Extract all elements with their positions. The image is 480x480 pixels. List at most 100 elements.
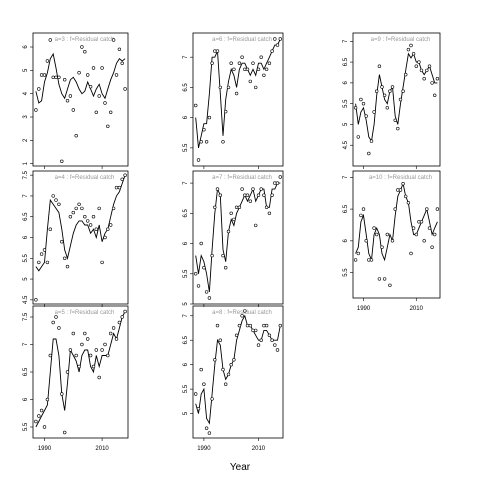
observed-point	[259, 55, 263, 59]
observed-point	[398, 97, 403, 102]
observed-point	[278, 175, 282, 179]
observed-point	[37, 87, 41, 91]
y-tick-label: 5	[343, 122, 349, 126]
panel-4: a=6 : f=Residual catch 5.5 6 6.5 7	[183, 32, 284, 169]
panel-frame	[32, 170, 129, 305]
observed-point	[422, 239, 426, 243]
y-tick-label: 1	[23, 161, 29, 165]
observed-point	[372, 110, 376, 114]
observed-point	[267, 333, 272, 337]
observed-point	[45, 59, 50, 63]
observed-point	[251, 328, 255, 333]
observed-point	[80, 342, 84, 347]
observed-point	[232, 67, 236, 72]
observed-point	[199, 140, 203, 144]
observed-point	[71, 210, 76, 215]
observed-point	[278, 37, 282, 41]
observed-point	[224, 382, 228, 386]
observed-point	[213, 49, 217, 53]
observed-point	[34, 108, 38, 112]
x-tick-label: 1990	[197, 446, 211, 452]
observed-point	[256, 193, 261, 197]
observed-point	[411, 226, 416, 230]
observed-point	[215, 323, 220, 328]
x-axis-label: Year	[230, 462, 251, 473]
observed-point	[254, 328, 258, 333]
y-tick-label: 6	[183, 362, 189, 366]
observed-point	[106, 353, 110, 358]
observed-point	[218, 85, 223, 90]
observed-point	[74, 134, 78, 138]
observed-point	[234, 205, 239, 210]
x-tick-label: 2010	[252, 446, 266, 452]
observed-point	[45, 260, 50, 265]
observed-point	[39, 252, 44, 256]
observed-point	[34, 298, 38, 302]
observed-point	[270, 49, 274, 53]
observed-point	[275, 181, 280, 185]
observed-point	[207, 296, 212, 300]
observed-point	[409, 43, 413, 48]
observed-point	[243, 309, 247, 313]
panel-frame	[32, 305, 129, 439]
observed-point	[275, 348, 280, 352]
observed-point	[375, 89, 379, 93]
panel-title: a=3 : f=Residual catch	[55, 37, 115, 43]
observed-point	[353, 106, 358, 110]
observed-point	[39, 408, 44, 413]
observed-point	[367, 258, 371, 262]
observed-point	[62, 430, 67, 435]
y-tick-label: 5.5	[183, 269, 189, 278]
observed-point	[54, 198, 58, 202]
observed-point	[419, 220, 424, 224]
observed-point	[404, 194, 408, 199]
y-tick-label: 7	[23, 342, 29, 346]
observed-point	[100, 66, 104, 70]
observed-point	[240, 55, 244, 59]
y-tick-label: 5.5	[23, 253, 29, 262]
observed-point	[100, 348, 104, 352]
y-tick-label: 6	[23, 397, 29, 401]
observed-point	[210, 61, 214, 65]
observed-point	[45, 397, 50, 402]
observed-point	[114, 73, 119, 77]
observed-point	[88, 353, 93, 358]
fitted-line	[355, 182, 438, 262]
y-tick-label: 5.5	[23, 422, 29, 431]
observed-point	[123, 87, 127, 91]
observed-point	[77, 70, 81, 75]
observed-point	[278, 323, 282, 328]
observed-point	[264, 323, 269, 328]
observed-point	[396, 126, 400, 131]
observed-point	[218, 338, 223, 342]
observed-point	[254, 223, 258, 228]
observed-point	[80, 45, 84, 49]
y-tick-label: 6	[183, 115, 189, 119]
x-tick-label: 1990	[357, 306, 371, 312]
panel-title: a=9 : f=Residual catch	[371, 37, 431, 43]
observed-point	[369, 258, 374, 262]
observed-point	[83, 49, 87, 54]
observed-point	[57, 326, 61, 330]
observed-point	[196, 284, 201, 288]
y-tick-label: 6.5	[183, 83, 189, 92]
observed-point	[234, 91, 239, 96]
observed-point	[248, 199, 253, 203]
observed-point	[251, 61, 255, 65]
observed-point	[204, 426, 209, 430]
observed-point	[51, 320, 55, 325]
observed-point	[196, 407, 201, 411]
fitted-line	[195, 182, 281, 292]
observed-point	[218, 193, 223, 197]
panel-title: a=8 : f=Residual catch	[212, 310, 272, 316]
observed-point	[251, 187, 255, 191]
observed-point	[51, 194, 55, 198]
observed-point	[390, 85, 395, 89]
observed-point	[85, 219, 90, 223]
observed-point	[221, 140, 225, 144]
observed-point	[94, 227, 99, 231]
observed-point	[433, 93, 437, 98]
y-tick-label: 6	[183, 241, 189, 245]
panel-3: a=5 : f=Residual catch 5.5 6 6.5 7 7.5 1990 201…	[23, 305, 129, 452]
observed-point	[224, 109, 228, 114]
